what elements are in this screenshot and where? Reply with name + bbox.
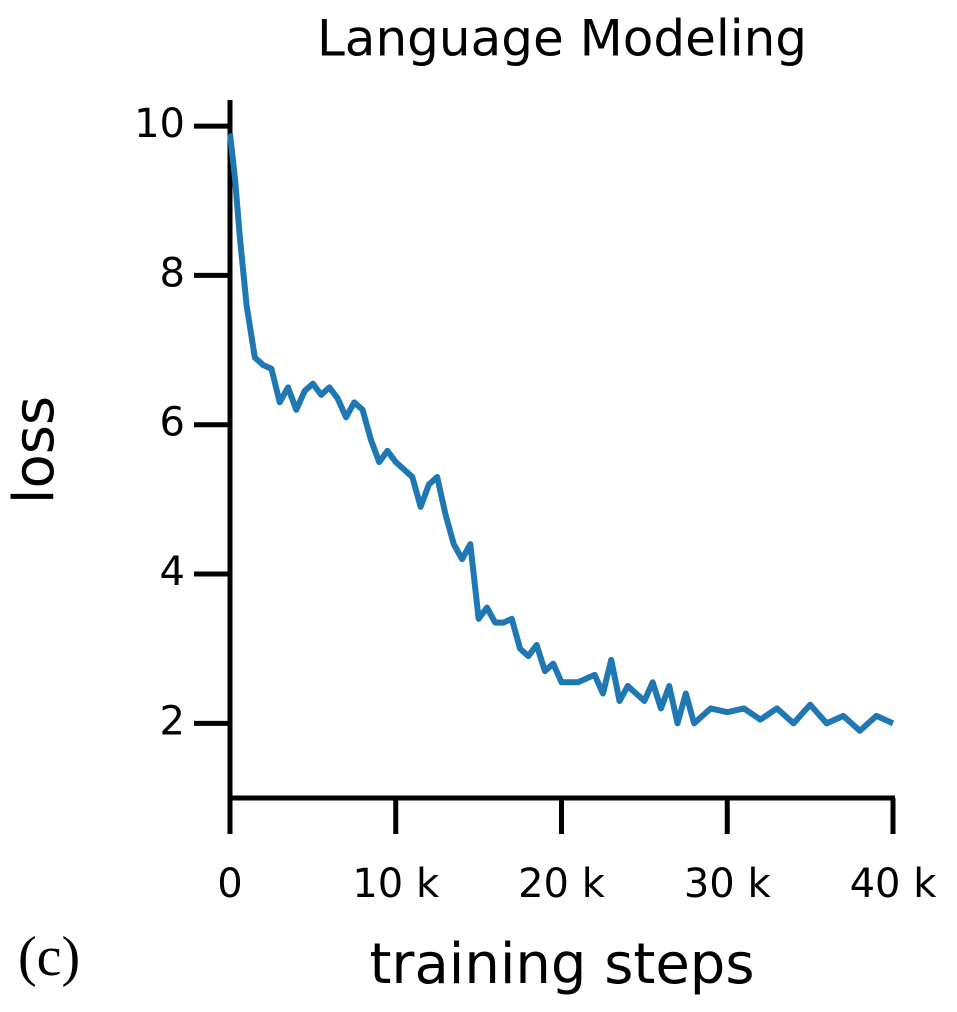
y-axis-label: loss	[2, 396, 67, 504]
x-tick-label: 20 k	[518, 861, 606, 907]
x-tick-label: 40 k	[850, 861, 938, 907]
chart-title: Language Modeling	[317, 10, 807, 68]
x-tick-label: 30 k	[684, 861, 772, 907]
y-tick-label: 6	[160, 400, 185, 446]
panel-label: (c)	[18, 926, 80, 988]
x-tick-label: 10 k	[352, 861, 440, 907]
y-tick-label: 10	[134, 101, 185, 147]
line	[227, 133, 895, 734]
x-axis-label: training steps	[369, 932, 754, 997]
y-tick-label: 2	[160, 698, 185, 744]
x-tick-label: 0	[217, 861, 242, 907]
y-tick-label: 8	[160, 250, 185, 296]
y-tick-label: 4	[160, 549, 185, 595]
